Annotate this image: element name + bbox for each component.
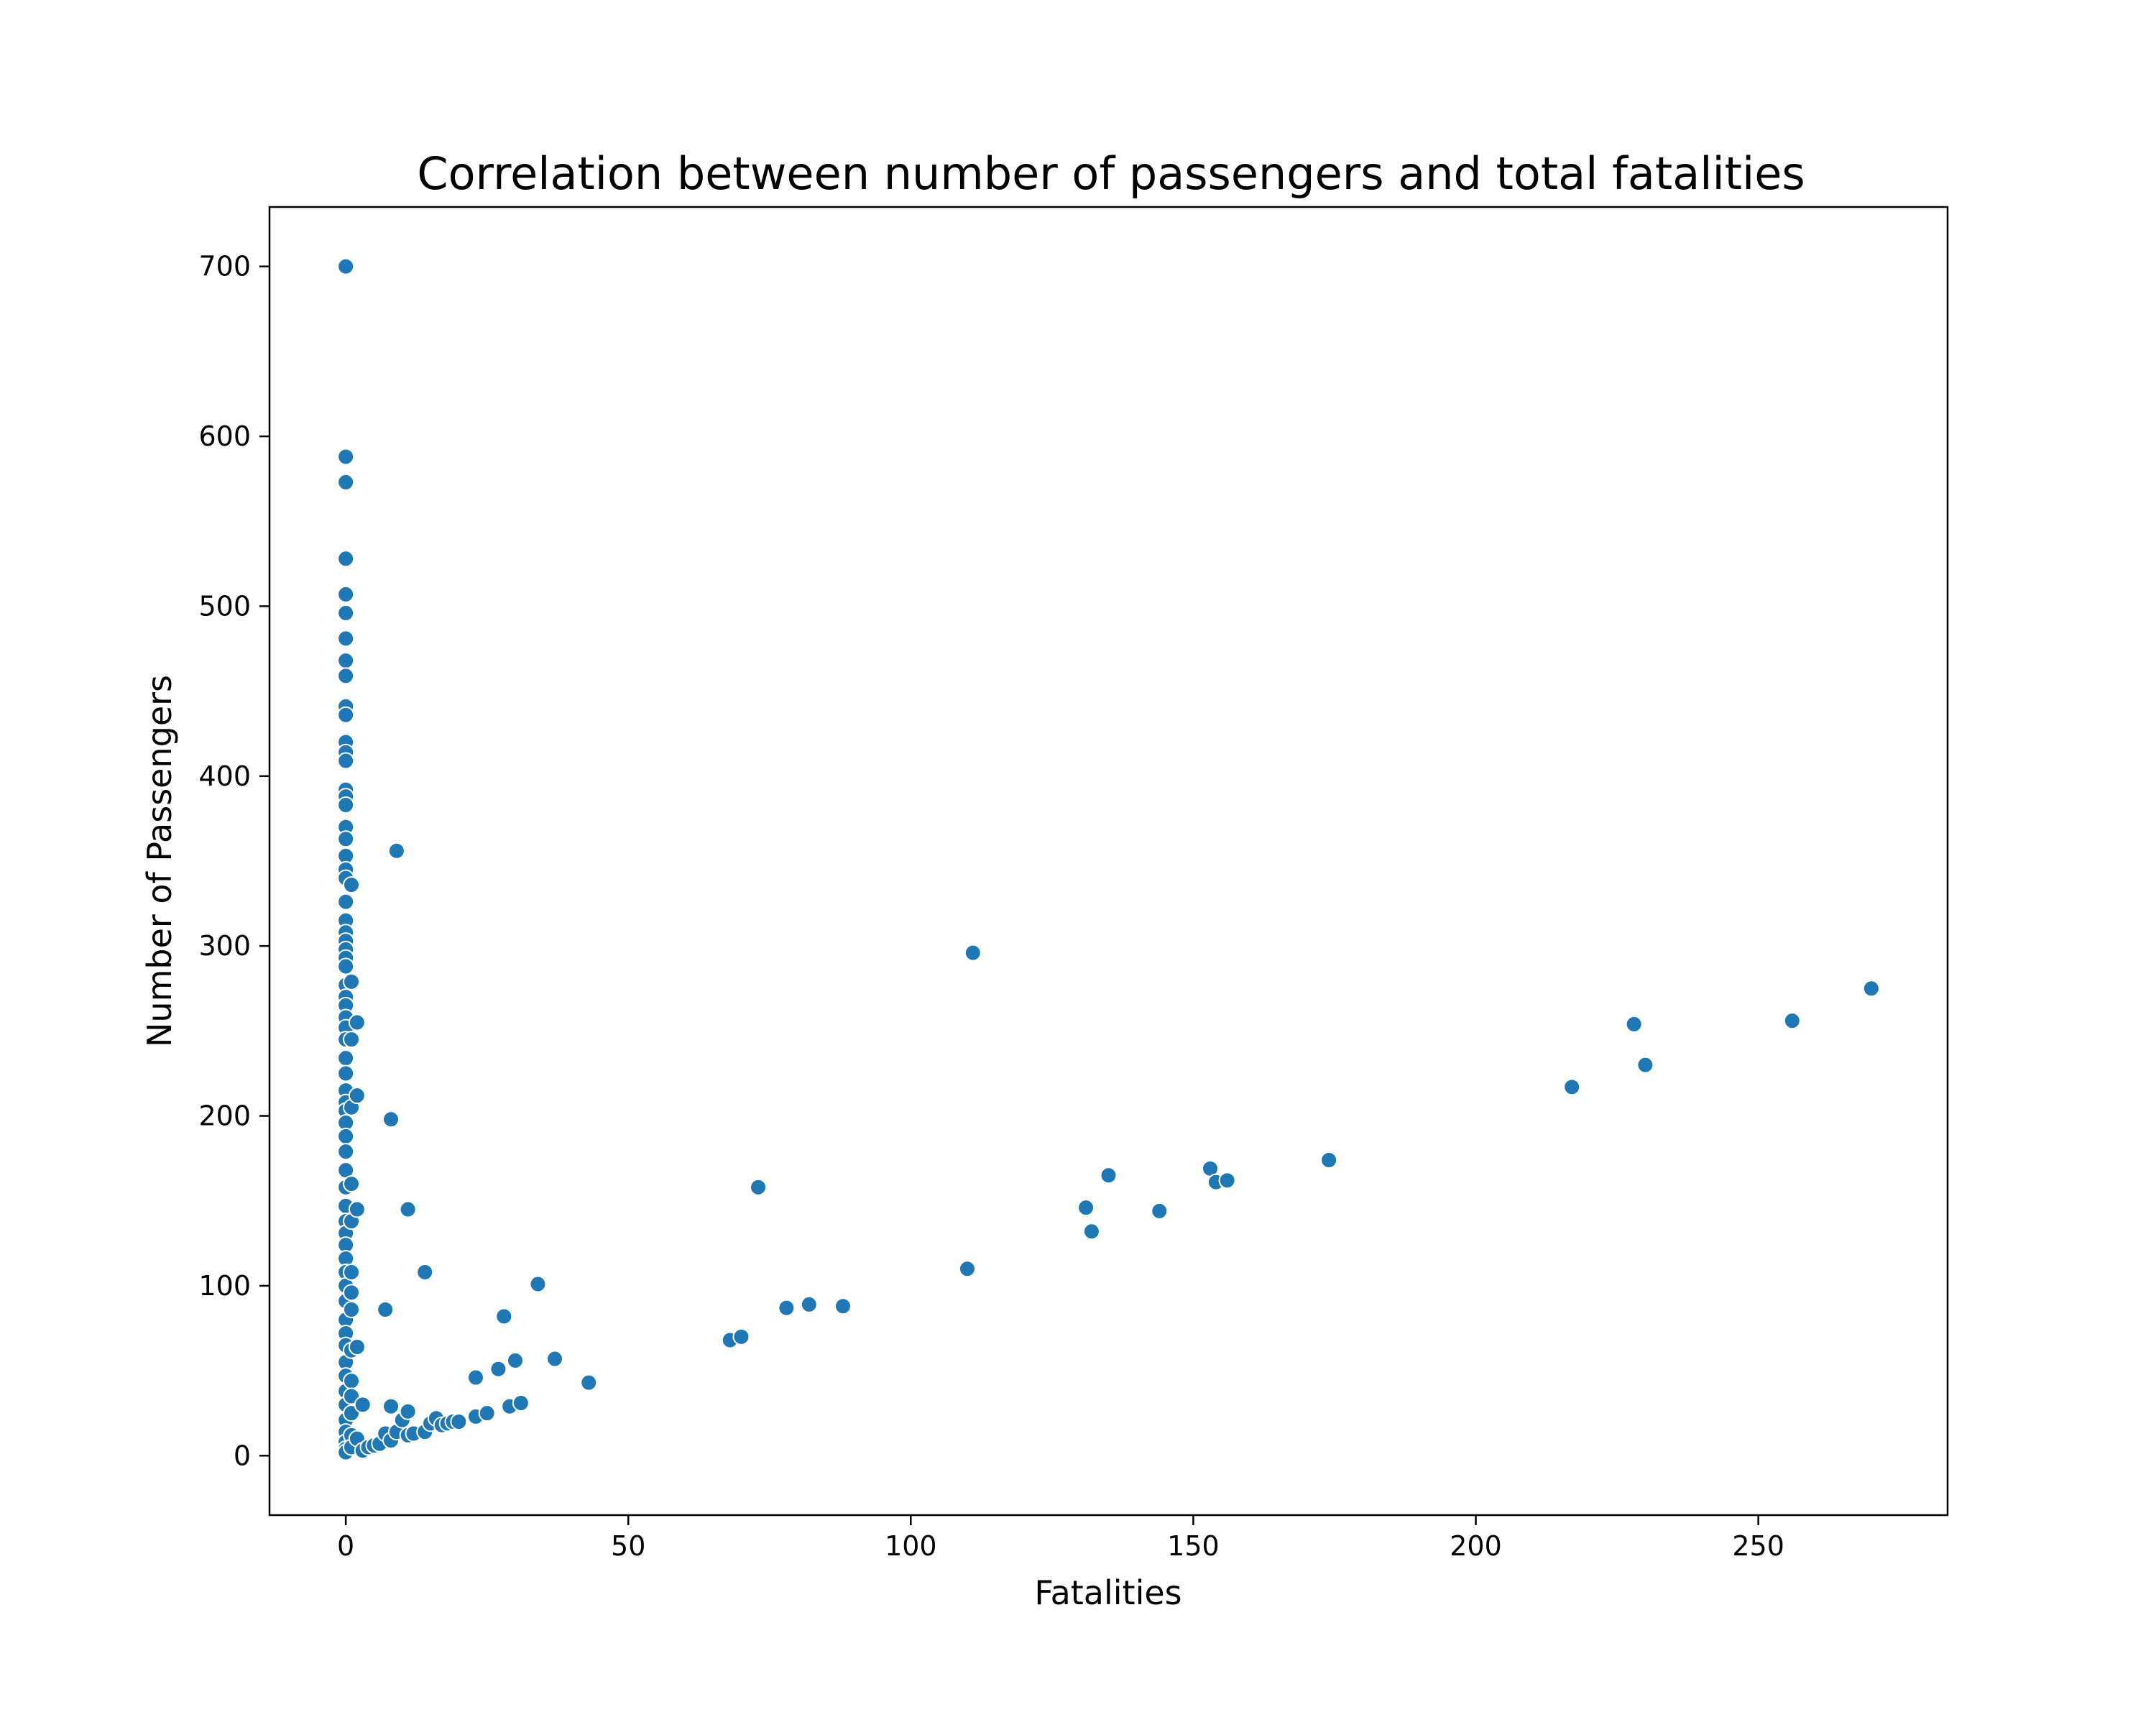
chart-title: Correlation between number of passengers… — [417, 147, 1805, 200]
data-point-92 — [382, 1110, 400, 1128]
x-tick-label: 150 — [1167, 1530, 1220, 1562]
data-point-80 — [348, 1013, 366, 1031]
data-point-139 — [1636, 1056, 1654, 1074]
x-tick-label: 100 — [885, 1530, 937, 1562]
data-point-18 — [337, 830, 355, 848]
data-point-5 — [337, 604, 355, 622]
data-point-0 — [337, 257, 355, 275]
data-point-77 — [342, 1404, 360, 1422]
data-point-98 — [399, 1200, 417, 1218]
data-point-41 — [337, 1127, 355, 1145]
data-point-102 — [416, 1264, 434, 1281]
data-point-141 — [1862, 980, 1880, 998]
data-point-93 — [382, 1397, 400, 1415]
data-point-7 — [337, 652, 355, 670]
data-point-137 — [1563, 1078, 1581, 1096]
y-tick-label: 0 — [234, 1440, 251, 1471]
data-point-138 — [1625, 1015, 1643, 1033]
data-point-135 — [1218, 1172, 1236, 1190]
data-point-8 — [337, 667, 355, 685]
x-tick-label: 200 — [1450, 1530, 1502, 1562]
y-tick-label: 300 — [198, 930, 251, 962]
data-point-85 — [354, 1396, 372, 1414]
data-point-6 — [337, 630, 355, 648]
data-point-109 — [450, 1413, 468, 1430]
data-point-116 — [506, 1351, 524, 1369]
data-point-81 — [348, 1087, 366, 1105]
data-point-110 — [466, 1368, 484, 1386]
data-point-10 — [337, 706, 355, 724]
data-point-126 — [834, 1297, 852, 1315]
x-axis: 0 50 100 150 200 250 — [337, 1515, 1784, 1562]
data-point-83 — [348, 1338, 366, 1356]
y-tick-label: 500 — [198, 590, 251, 622]
points-layer — [337, 257, 1880, 1461]
y-tick-label: 200 — [198, 1100, 251, 1132]
data-point-120 — [580, 1374, 598, 1392]
data-point-127 — [958, 1260, 976, 1278]
data-point-36 — [337, 1064, 355, 1082]
data-point-1 — [337, 448, 355, 466]
data-point-132 — [1151, 1202, 1169, 1220]
data-point-114 — [495, 1307, 513, 1325]
data-point-22 — [337, 893, 355, 911]
y-tick-label: 600 — [198, 420, 251, 452]
y-tick-label: 700 — [198, 251, 251, 282]
data-point-118 — [529, 1275, 547, 1293]
y-axis: 0 100 200 300 400 500 600 700 — [198, 251, 270, 1471]
plot-frame — [268, 206, 1949, 1517]
data-point-65 — [342, 876, 360, 894]
data-point-13 — [337, 752, 355, 770]
data-point-140 — [1783, 1012, 1801, 1030]
data-point-35 — [337, 1049, 355, 1067]
data-point-28 — [337, 957, 355, 975]
data-point-124 — [778, 1299, 796, 1317]
data-point-117 — [512, 1394, 530, 1412]
data-point-95 — [387, 842, 405, 860]
data-point-123 — [750, 1178, 768, 1196]
data-point-99 — [399, 1402, 417, 1420]
x-axis-label: Fatalities — [1034, 1573, 1181, 1612]
data-point-66 — [342, 972, 360, 990]
data-point-130 — [1082, 1223, 1100, 1241]
data-point-16 — [337, 796, 355, 814]
x-tick-label: 50 — [611, 1530, 645, 1562]
data-point-122 — [732, 1328, 750, 1346]
data-point-113 — [489, 1360, 507, 1378]
data-point-82 — [348, 1200, 366, 1218]
data-point-73 — [342, 1301, 360, 1318]
data-point-90 — [377, 1301, 395, 1318]
y-tick-label: 100 — [198, 1270, 251, 1302]
data-point-131 — [1100, 1167, 1118, 1184]
data-point-128 — [964, 944, 982, 962]
y-axis-label: Number of Passengers — [140, 675, 179, 1047]
y-tick-label: 400 — [198, 760, 251, 792]
data-point-76 — [342, 1387, 360, 1405]
x-tick-label: 0 — [337, 1530, 354, 1562]
data-point-2 — [337, 473, 355, 491]
data-point-136 — [1320, 1151, 1338, 1169]
data-point-112 — [478, 1404, 496, 1422]
data-point-125 — [800, 1295, 818, 1313]
data-point-3 — [337, 550, 355, 568]
data-point-67 — [342, 1031, 360, 1049]
data-point-4 — [337, 585, 355, 603]
data-point-129 — [1077, 1199, 1095, 1217]
data-point-42 — [337, 1143, 355, 1161]
data-point-119 — [546, 1350, 564, 1368]
data-point-72 — [342, 1284, 360, 1302]
data-point-71 — [342, 1264, 360, 1281]
data-point-75 — [342, 1372, 360, 1390]
x-tick-label: 250 — [1732, 1530, 1784, 1562]
data-point-69 — [342, 1175, 360, 1193]
